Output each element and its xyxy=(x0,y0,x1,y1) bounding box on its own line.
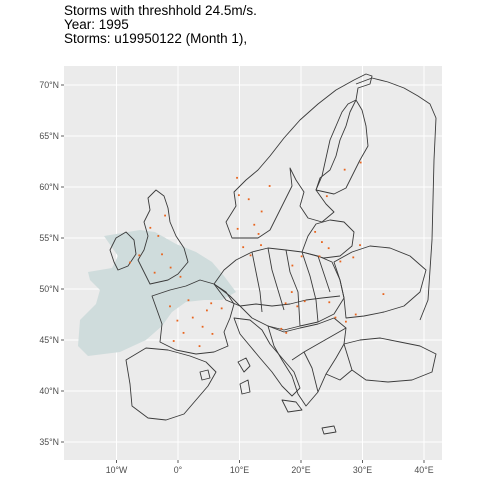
x-tick-label: 20°E xyxy=(291,465,310,475)
storm-footprint xyxy=(78,230,236,356)
storm-point xyxy=(325,195,328,198)
scandinavia-outline xyxy=(225,73,373,239)
storm-point xyxy=(359,244,361,247)
storm-point xyxy=(236,227,239,230)
storm-point xyxy=(198,345,201,348)
british-isles-outline xyxy=(137,189,189,285)
storm-point xyxy=(343,168,346,171)
title-threshold: Storms with threshhold 24.5m/s. xyxy=(64,3,257,18)
internal-borders xyxy=(213,247,353,393)
turkey-outline xyxy=(343,337,437,383)
russia-north-outline xyxy=(355,77,437,321)
italy-outline xyxy=(233,317,301,397)
storm-point xyxy=(138,254,141,257)
storm-point xyxy=(206,309,208,312)
axis-ticks: 70°N 65°N 60°N 55°N 50°N 45°N 40°N 35°N 10°W 0° 10… xyxy=(39,80,433,475)
storm-point xyxy=(339,260,342,263)
storm-point xyxy=(303,300,306,303)
storm-point xyxy=(352,256,355,259)
storm-point xyxy=(157,235,160,237)
storm-point xyxy=(359,161,362,164)
storm-point xyxy=(187,299,190,302)
storm-point xyxy=(318,255,321,258)
iberia-outline xyxy=(125,347,217,421)
storm-point xyxy=(176,319,179,322)
y-tick-label: 60°N xyxy=(39,182,59,192)
storm-point xyxy=(164,214,166,217)
x-tick-label: 40°E xyxy=(414,465,433,475)
title-year: Year: 1995 xyxy=(64,17,129,32)
storm-point xyxy=(260,244,262,247)
ireland-outline xyxy=(109,231,137,271)
x-tick-label: 30°E xyxy=(353,465,372,475)
storm-point xyxy=(220,307,223,310)
storm-point xyxy=(285,331,288,334)
storm-point xyxy=(296,305,299,308)
y-tick-label: 65°N xyxy=(39,131,59,141)
baltics-outline xyxy=(301,219,355,259)
storm-point xyxy=(201,325,204,328)
storm-point xyxy=(284,302,287,305)
ukraine-outline xyxy=(333,245,427,319)
storm-point xyxy=(260,210,263,213)
storm-point xyxy=(129,261,131,264)
storm-point xyxy=(314,230,317,233)
storm-point xyxy=(236,176,238,179)
finland-outline xyxy=(315,99,369,195)
storm-point xyxy=(249,254,252,257)
y-tick-label: 35°N xyxy=(39,437,59,447)
storm-point xyxy=(268,185,271,187)
storm-point xyxy=(237,194,240,197)
storm-point xyxy=(211,332,214,335)
y-tick-label: 40°N xyxy=(39,386,59,396)
islands-outline xyxy=(199,357,337,435)
storm-point xyxy=(247,198,250,201)
storm-point xyxy=(182,331,185,334)
storm-point xyxy=(321,241,323,243)
storm-point xyxy=(210,302,213,305)
storm-point xyxy=(344,320,347,323)
storm-point xyxy=(257,233,260,235)
storm-point xyxy=(327,247,330,250)
x-tick-label: 0° xyxy=(174,465,182,475)
storm-point xyxy=(153,271,156,274)
y-tick-label: 70°N xyxy=(39,80,59,90)
x-tick-label: 10°E xyxy=(230,465,249,475)
chart-title: Storms with threshhold 24.5m/s. Year: 19… xyxy=(64,4,257,46)
storm-point xyxy=(328,301,331,304)
x-tick-label: 10°W xyxy=(106,465,128,475)
storm-footprint-area xyxy=(78,230,236,356)
france-outline xyxy=(151,279,235,355)
storm-point xyxy=(161,253,163,256)
storm-point xyxy=(291,264,294,267)
europe-borders xyxy=(109,73,437,435)
storm-point xyxy=(300,255,303,258)
storm-point xyxy=(334,316,337,319)
storm-point xyxy=(179,275,182,278)
storm-point xyxy=(354,313,357,316)
y-tick-label: 55°N xyxy=(39,233,59,243)
storm-point xyxy=(169,266,172,269)
storm-point xyxy=(280,327,283,330)
storm-point xyxy=(242,246,245,249)
storm-point xyxy=(191,316,194,319)
storm-point xyxy=(253,223,256,226)
storm-point xyxy=(290,291,293,293)
storm-points xyxy=(129,161,385,348)
storm-point xyxy=(382,293,385,295)
title-storm-id: Storms: u19950122 (Month 1), xyxy=(64,31,248,46)
y-tick-label: 45°N xyxy=(39,335,59,345)
balkans-outline xyxy=(267,317,347,407)
storm-point xyxy=(169,305,171,308)
storm-point xyxy=(172,340,175,342)
y-tick-label: 50°N xyxy=(39,284,59,294)
storm-point xyxy=(149,226,152,229)
